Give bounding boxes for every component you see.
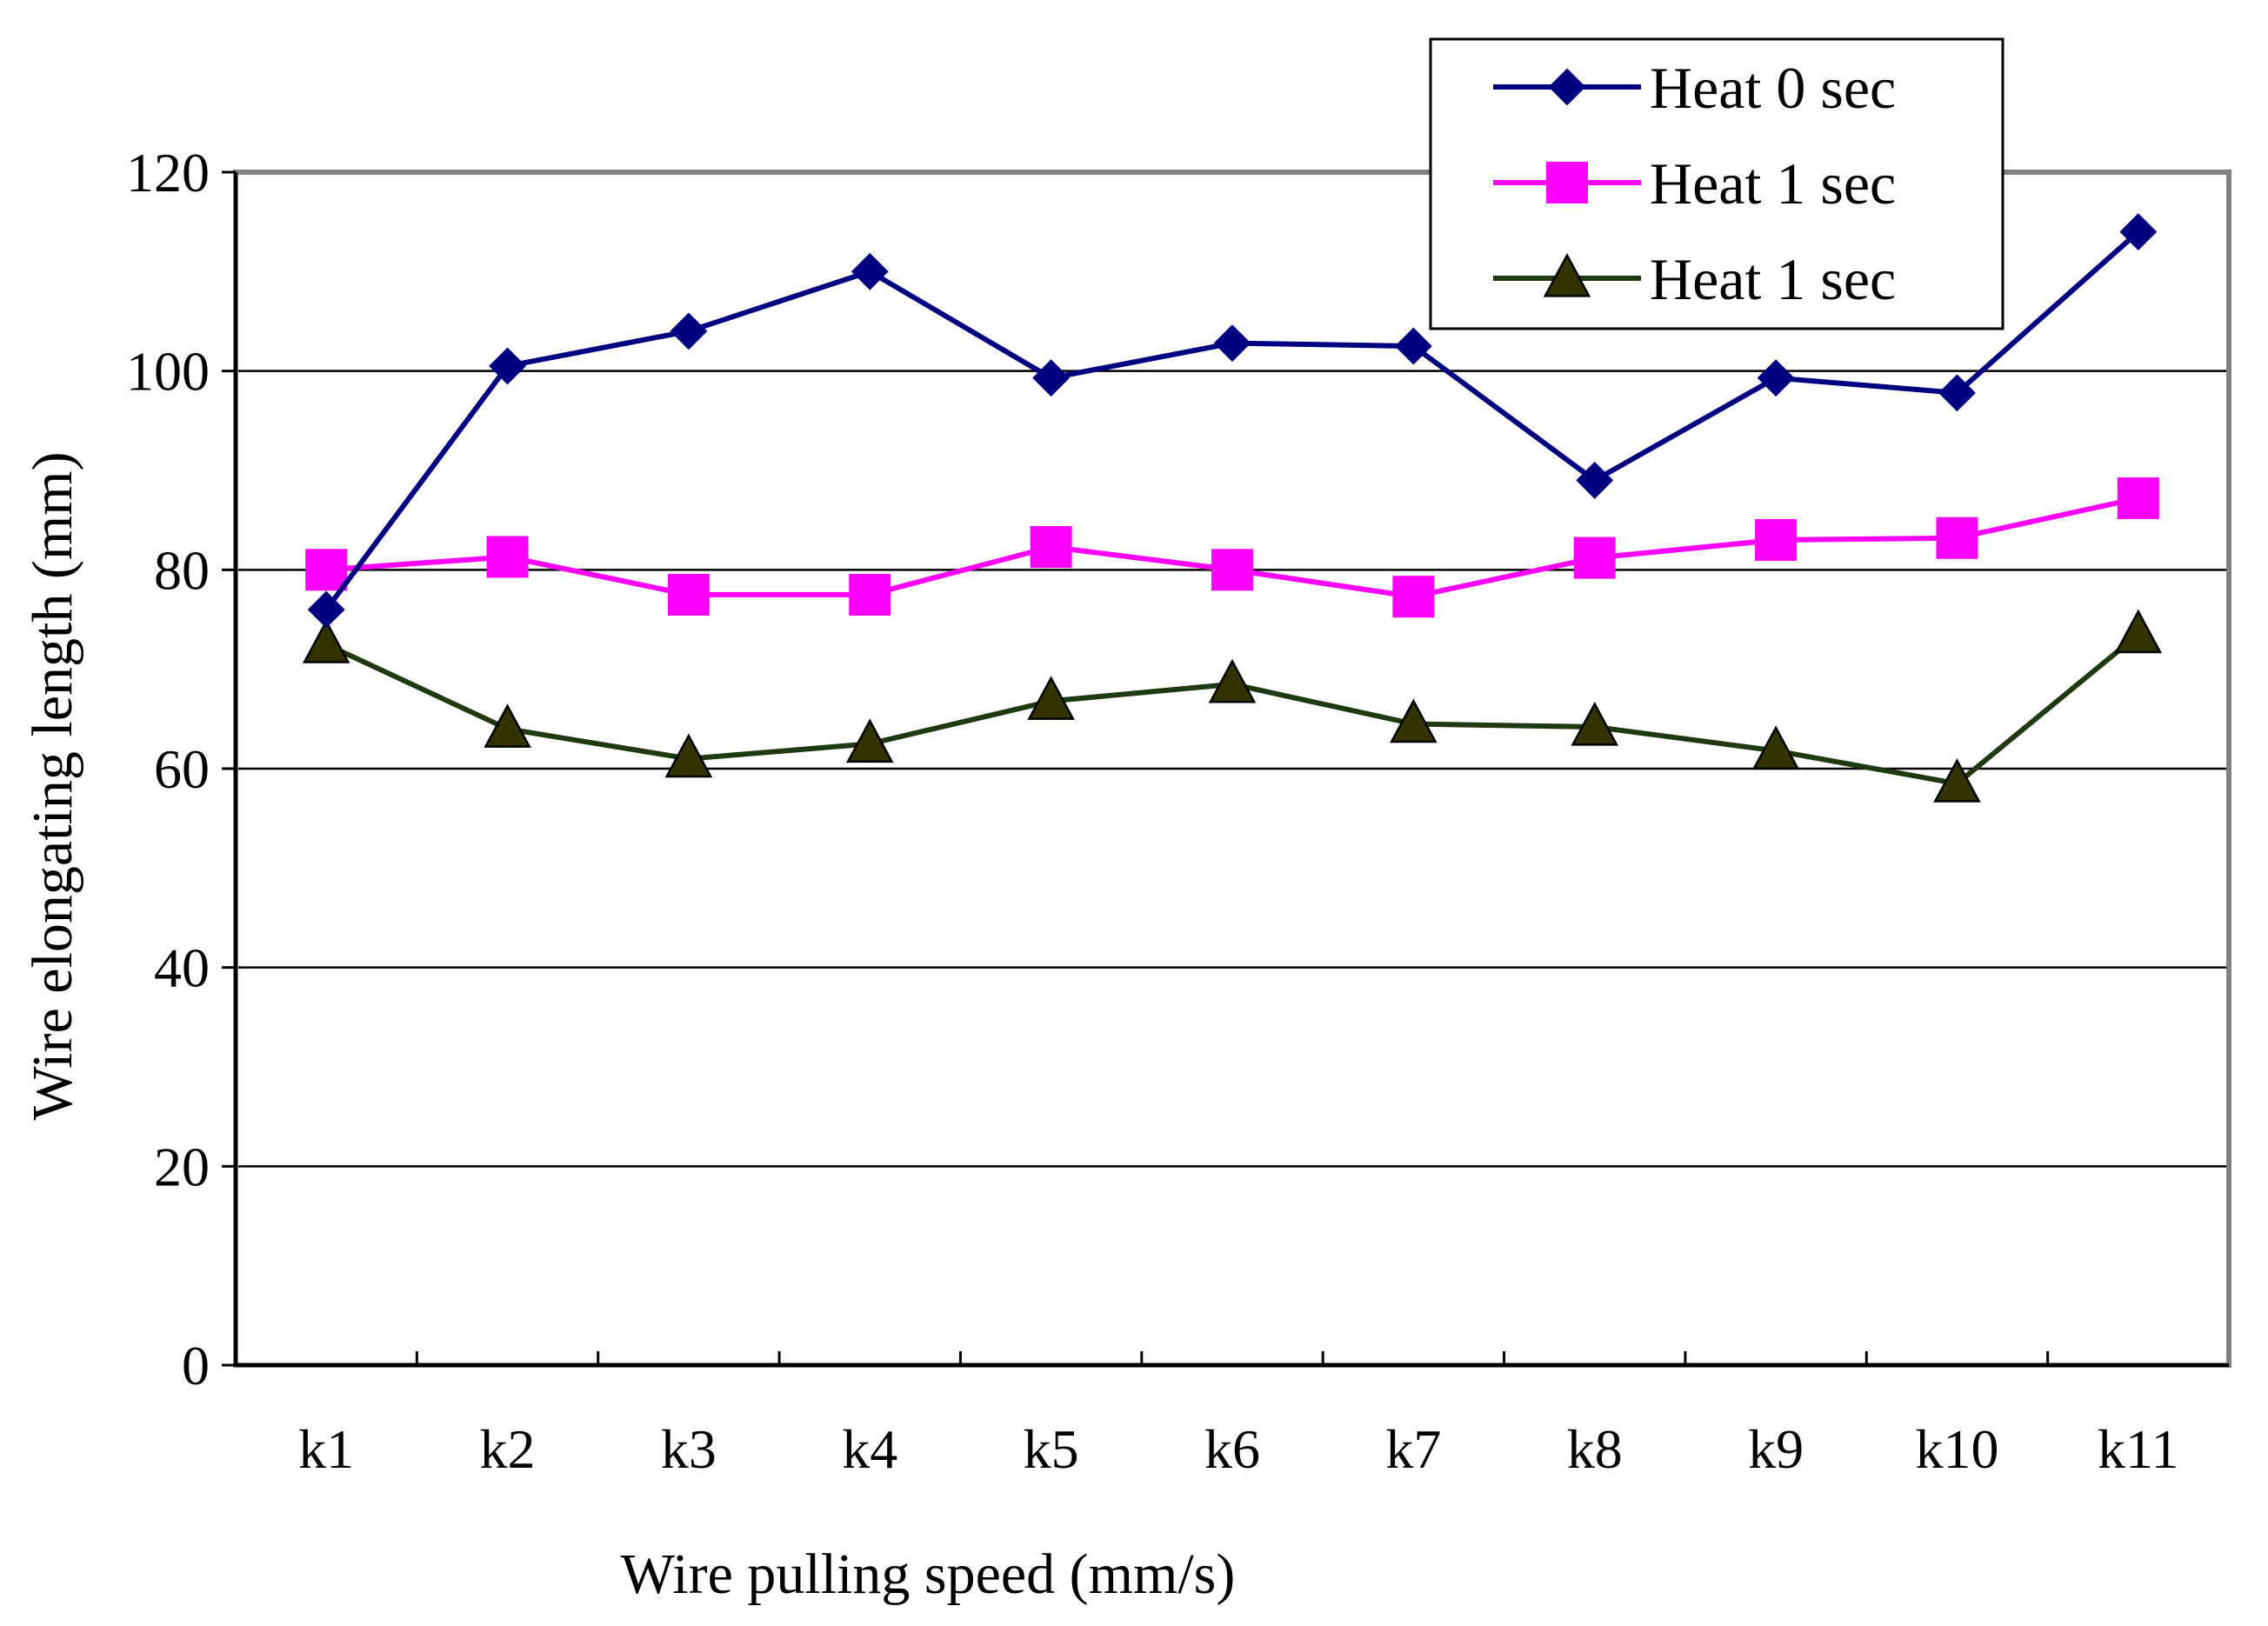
series-1-point-k2 (489, 347, 526, 385)
series-1-point-k3 (670, 312, 708, 350)
x-tick-label-k9: k9 (1748, 1418, 1804, 1480)
series-1-point-k9 (1757, 359, 1795, 397)
y-tick-label-0: 0 (182, 1335, 210, 1396)
series-2-point-k11 (2117, 477, 2159, 520)
x-tick-label-k3: k3 (661, 1418, 717, 1480)
axes (222, 170, 2229, 1367)
y-tick-label-80: 80 (154, 539, 210, 601)
series-1-point-k1 (307, 590, 345, 629)
series-1-point-k4 (850, 252, 889, 290)
x-tick-labels: k1 k2 k3 k4 k5 k6 k7 k8 k9 k10 k11 (298, 1418, 2178, 1480)
x-tick-label-k7: k7 (1385, 1418, 1441, 1480)
series-3-point-k10 (1933, 758, 1981, 803)
series-2-point-k9 (1755, 519, 1798, 562)
legend-label-2: Heat 1 sec (1650, 150, 1896, 217)
y-tick-label-60: 60 (154, 738, 210, 800)
series-3 (302, 609, 2163, 803)
y-tick-label-120: 120 (126, 142, 210, 203)
series-2-point-k6 (1211, 549, 1253, 591)
y-tick-label-20: 20 (154, 1136, 210, 1197)
legend: Heat 0 sec Heat 1 sec Heat 1 sec (1429, 37, 2005, 330)
series-1-point-k10 (1938, 374, 1976, 412)
series-1-point-k5 (1032, 359, 1071, 397)
series-1-point-k8 (1576, 462, 1614, 499)
series-3-point-k4 (845, 718, 894, 763)
series-1-point-k6 (1213, 324, 1251, 363)
series-2 (305, 477, 2159, 618)
series-2-point-k5 (1030, 526, 1072, 569)
x-tick-label-k1: k1 (298, 1418, 354, 1480)
y-tick-label-40: 40 (154, 937, 210, 999)
y-tick-label-100: 100 (126, 341, 210, 403)
series-1 (307, 213, 2158, 629)
series-3-point-k9 (1751, 725, 1800, 770)
legend-label-1: Heat 0 sec (1650, 55, 1896, 121)
x-tick-label-k10: k10 (1915, 1418, 1998, 1480)
y-axis-title: Wire elongating length (mm) (21, 452, 84, 1121)
series-3-point-k2 (484, 703, 531, 748)
series-3-point-k11 (2114, 609, 2163, 654)
x-axis-title: Wire pulling speed (mm/s) (621, 1543, 1236, 1606)
x-tick-label-k4: k4 (842, 1418, 897, 1480)
legend-marker-1 (1548, 68, 1586, 106)
series-2-point-k10 (1936, 516, 1978, 559)
x-tick-label-k2: k2 (480, 1418, 536, 1480)
series-3-point-k1 (302, 619, 350, 663)
legend-label-3: Heat 1 sec (1650, 246, 1896, 312)
legend-marker-2 (1546, 162, 1588, 203)
series-2-point-k1 (305, 549, 348, 591)
series-3-point-k6 (1208, 658, 1257, 703)
series-3-point-k8 (1571, 701, 1619, 746)
series-2-point-k4 (849, 573, 891, 616)
x-tick-label-k11: k11 (2098, 1418, 2179, 1480)
x-tick-label-k8: k8 (1567, 1418, 1623, 1480)
series-1-point-k7 (1394, 327, 1432, 365)
series-3-point-k7 (1390, 698, 1438, 743)
series-2-point-k8 (1573, 536, 1616, 579)
y-tick-labels: 0 20 40 60 80 100 120 (126, 142, 210, 1396)
series-2-point-k2 (486, 536, 529, 578)
x-tick-label-k5: k5 (1024, 1418, 1079, 1480)
series-1-point-k11 (2119, 213, 2158, 251)
series-3-point-k3 (664, 733, 713, 778)
x-tick-label-k6: k6 (1204, 1418, 1260, 1480)
series-layer (302, 213, 2163, 803)
legend-marker-3 (1543, 252, 1591, 297)
series-2-point-k7 (1392, 576, 1435, 618)
series-2-point-k3 (667, 573, 710, 616)
series-3-point-k5 (1027, 676, 1075, 720)
